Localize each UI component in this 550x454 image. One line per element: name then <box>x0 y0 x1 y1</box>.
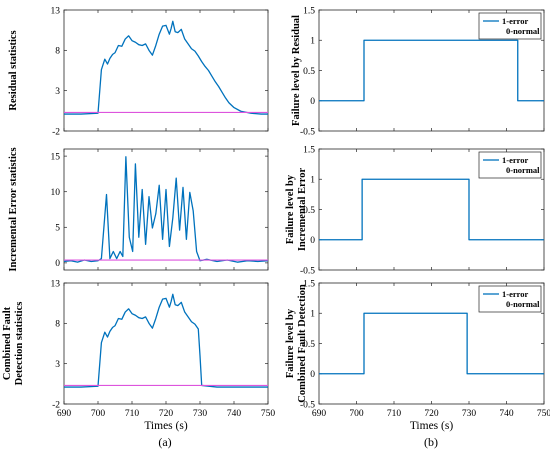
legend-entry: 1-error <box>502 16 528 26</box>
y-axis-label: Combined Fault Detection <box>297 284 308 403</box>
y-axis-label: Residual statistics <box>8 30 19 110</box>
y-axis-label: Incremental Error statistics <box>8 147 19 271</box>
x-tick-label: 690 <box>57 409 72 419</box>
y-tick-label: 8 <box>55 320 60 330</box>
legend-box <box>478 12 542 40</box>
statistic-line <box>64 20 268 115</box>
y-tick-label: 1 <box>310 310 315 320</box>
y-axis-label: Combined Fault <box>2 306 13 380</box>
y-tick-label: 0 <box>55 259 60 269</box>
y-tick-label: 1.5 <box>303 6 315 16</box>
y-axis-label: Failure level by Residual <box>291 15 302 126</box>
x-tick-label: 720 <box>424 409 439 419</box>
legend-entry: 1-error <box>502 155 528 165</box>
y-tick-label: 13 <box>51 279 61 289</box>
chart-a-1: -2 3 8 13 Residual statistics <box>8 6 269 137</box>
legend-box <box>478 285 542 313</box>
y-tick-label: 5 <box>55 224 60 234</box>
x-axis-label: Times (s) <box>144 420 188 432</box>
y-axis-label: Detection statistics <box>14 302 25 386</box>
statistic-line <box>64 156 268 263</box>
x-tick-label: 720 <box>159 409 174 419</box>
x-tick-label: 750 <box>537 409 550 419</box>
y-axis-label: Incremental Error <box>297 168 308 252</box>
y-tick-label: 13 <box>51 6 61 16</box>
chart-b-2: -0.5 0 0.5 1 1.5 Failure level by Incremental … <box>285 145 545 276</box>
y-tick-label: 3 <box>55 360 60 370</box>
x-tick-label: 700 <box>349 409 364 419</box>
x-tick-label: 710 <box>387 409 402 419</box>
chart-a-3: 690 700 710 720 730 740 750 -2 3 8 13 Combined Faul… <box>2 279 275 432</box>
x-tick-label: 710 <box>125 409 140 419</box>
legend-box <box>478 151 542 179</box>
x-tick-label: 750 <box>261 409 276 419</box>
failure-line <box>319 178 544 241</box>
chart-a-2: 0 5 10 15 Incremental Error statistics <box>8 147 269 272</box>
x-tick-label: 730 <box>462 409 477 419</box>
y-tick-label: 0 <box>310 370 315 380</box>
legend-entry: 1-error <box>502 289 528 299</box>
chart-b-3: 690 700 710 720 730 740 750 -0.5 0 0.5 1 1.5 Failure… <box>285 279 550 432</box>
x-axis-label: Times (s) <box>410 420 454 432</box>
legend-entry: 0-normal <box>506 299 540 309</box>
y-tick-label: 8 <box>55 47 60 57</box>
y-tick-label: 1 <box>310 176 315 186</box>
y-tick-label: 15 <box>51 152 61 162</box>
x-tick-label: 740 <box>499 409 514 419</box>
y-tick-label: -0.5 <box>300 400 315 410</box>
legend-entry: 0-normal <box>506 26 540 36</box>
x-tick-label: 730 <box>193 409 208 419</box>
y-tick-label: -2 <box>52 400 60 410</box>
axes-frame <box>63 148 269 271</box>
y-tick-label: 1.5 <box>303 279 315 289</box>
x-tick-label: 740 <box>227 409 242 419</box>
y-tick-label: 0 <box>310 97 315 107</box>
y-tick-label: 0.5 <box>303 340 315 350</box>
y-tick-label: 1.5 <box>303 145 315 155</box>
failure-line <box>319 39 544 102</box>
y-tick-label: -0.5 <box>300 266 315 276</box>
y-tick-label: 1 <box>310 37 315 47</box>
y-tick-label: 0.5 <box>303 67 315 77</box>
y-tick-label: 3 <box>55 87 60 97</box>
failure-line <box>319 312 544 375</box>
panel-label: (b) <box>424 435 438 449</box>
x-tick-label: 690 <box>312 409 327 419</box>
y-tick-label: 0.5 <box>303 206 315 216</box>
y-tick-label: -2 <box>52 127 60 137</box>
statistic-line <box>64 293 268 388</box>
y-tick-label: 0 <box>310 236 315 246</box>
y-axis-label: Failure level by <box>285 174 296 244</box>
legend-entry: 0-normal <box>506 165 540 175</box>
y-tick-label: -0.5 <box>300 127 315 137</box>
panel-label: (a) <box>158 435 171 449</box>
x-tick-label: 700 <box>91 409 106 419</box>
y-tick-label: 10 <box>51 188 61 198</box>
y-axis-label: Failure level by <box>285 308 296 378</box>
